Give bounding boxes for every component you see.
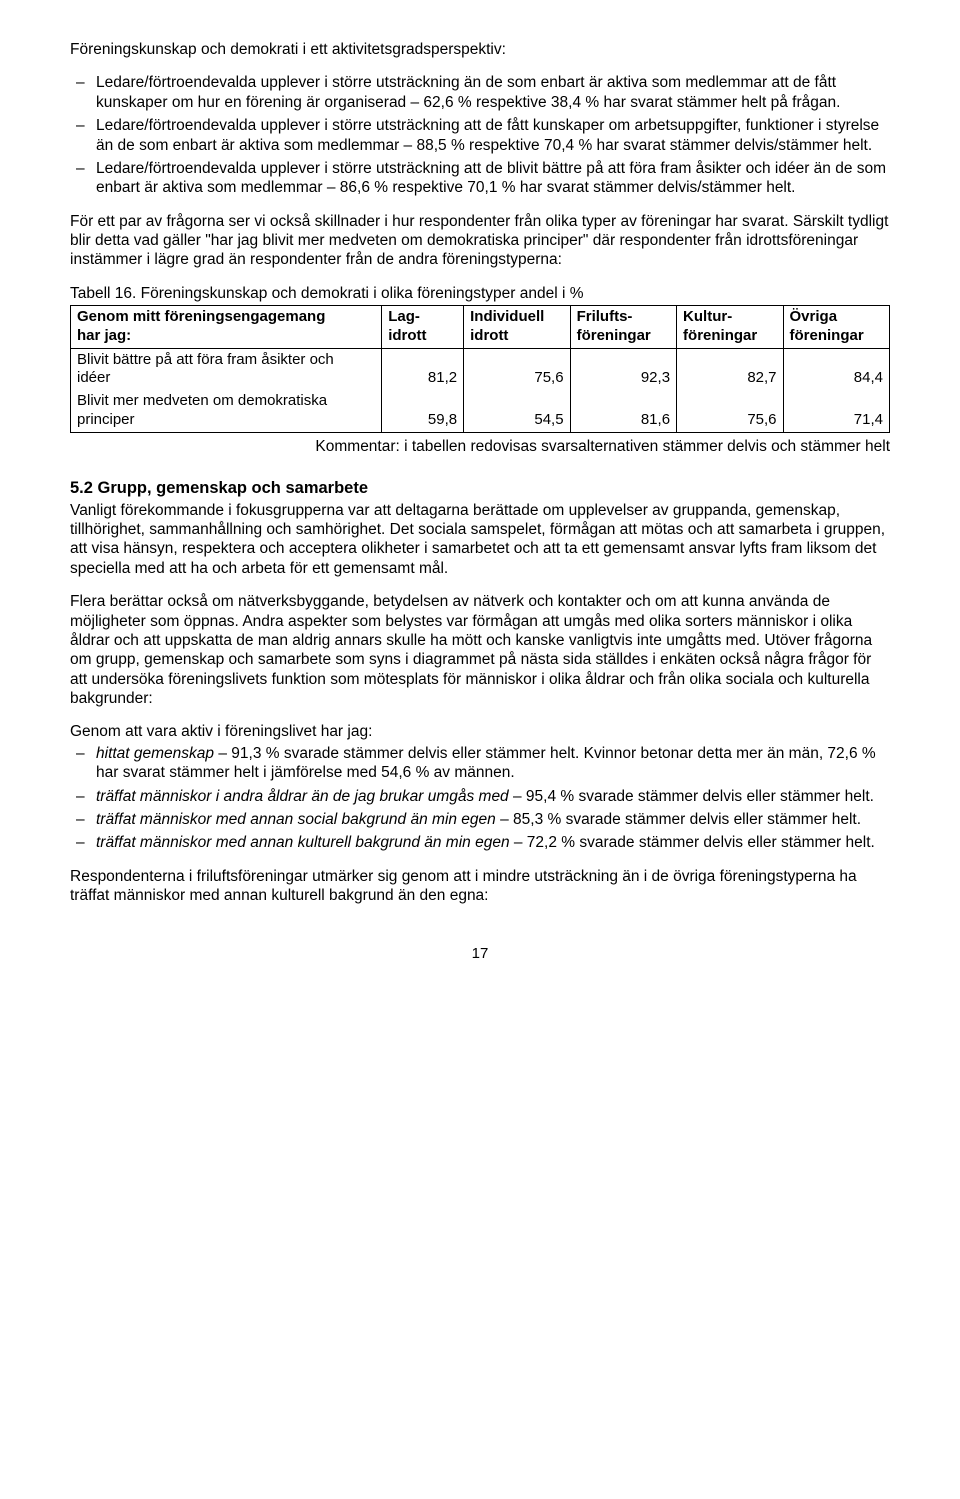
data-table: Genom mitt föreningsengagemang har jag: … xyxy=(70,305,890,433)
row-label-line1: Blivit bättre på att föra fram åsikter o… xyxy=(77,351,334,368)
row-label: Blivit mer medveten om demokratiska prin… xyxy=(71,390,382,432)
bullet-rest: – 95,4 % svarade stämmer delvis eller st… xyxy=(509,788,874,805)
list-item: Ledare/förtroendevalda upplever i större… xyxy=(70,116,890,155)
cell-value: 82,7 xyxy=(677,348,783,390)
cell-value: 92,3 xyxy=(570,348,676,390)
bullet-rest: – 85,3 % svarade stämmer delvis eller st… xyxy=(496,811,861,828)
table-header-row: Genom mitt föreningsengagemang har jag: … xyxy=(71,306,890,349)
intro-bullet-list: Ledare/förtroendevalda upplever i större… xyxy=(70,73,890,197)
list-item: Ledare/förtroendevalda upplever i större… xyxy=(70,159,890,198)
bullet-text: Ledare/förtroendevalda upplever i större… xyxy=(96,117,879,153)
paragraph: För ett par av frågorna ser vi också ski… xyxy=(70,212,890,270)
header-line2: föreningar xyxy=(683,327,757,344)
row-label-line1: Blivit mer medveten om demokratiska xyxy=(77,392,327,409)
cell-value: 81,6 xyxy=(570,390,676,432)
bullet-emphasis: träffat människor i andra åldrar än de j… xyxy=(96,788,509,805)
list-item: träffat människor med annan kulturell ba… xyxy=(70,833,890,852)
bullet-emphasis: hittat gemenskap xyxy=(96,745,214,762)
col-header-lagidrott: Lag- idrott xyxy=(382,306,464,349)
list-item: hittat gemenskap – 91,3 % svarade stämme… xyxy=(70,744,890,783)
intro-text: Föreningskunskap och demokrati i ett akt… xyxy=(70,40,890,59)
cell-value: 59,8 xyxy=(382,390,464,432)
header-line1: Individuell xyxy=(470,308,544,325)
section-bullet-list: hittat gemenskap – 91,3 % svarade stämme… xyxy=(70,744,890,853)
header-line2: idrott xyxy=(470,327,508,344)
bullet-text: Ledare/förtroendevalda upplever i större… xyxy=(96,74,840,110)
header-line1: Genom mitt föreningsengagemang xyxy=(77,308,325,325)
header-line2: har jag: xyxy=(77,327,131,344)
table-row: Blivit bättre på att föra fram åsikter o… xyxy=(71,348,890,390)
list-item: träffat människor med annan social bakgr… xyxy=(70,810,890,829)
table-comment: Kommentar: i tabellen redovisas svarsalt… xyxy=(70,437,890,456)
table-row: Blivit mer medveten om demokratiska prin… xyxy=(71,390,890,432)
col-header-ovriga: Övriga föreningar xyxy=(783,306,889,349)
list-item: Ledare/förtroendevalda upplever i större… xyxy=(70,73,890,112)
table-caption: Tabell 16. Föreningskunskap och demokrat… xyxy=(70,284,890,303)
cell-value: 75,6 xyxy=(464,348,570,390)
row-label-line2: principer xyxy=(77,411,135,428)
row-label: Blivit bättre på att föra fram åsikter o… xyxy=(71,348,382,390)
bullet-emphasis: träffat människor med annan kulturell ba… xyxy=(96,834,510,851)
col-header-engagement: Genom mitt föreningsengagemang har jag: xyxy=(71,306,382,349)
col-header-frilufts: Frilufts- föreningar xyxy=(570,306,676,349)
cell-value: 71,4 xyxy=(783,390,889,432)
paragraph: Vanligt förekommande i fokusgrupperna va… xyxy=(70,501,890,579)
header-line1: Övriga xyxy=(790,308,838,325)
page-number: 17 xyxy=(70,945,890,964)
row-label-line2: idéer xyxy=(77,369,110,386)
paragraph: Respondenterna i friluftsföreningar utmä… xyxy=(70,867,890,906)
list-item: träffat människor i andra åldrar än de j… xyxy=(70,787,890,806)
cell-value: 54,5 xyxy=(464,390,570,432)
header-line2: föreningar xyxy=(790,327,864,344)
col-header-individuell: Individuell idrott xyxy=(464,306,570,349)
header-line1: Lag- xyxy=(388,308,420,325)
list-intro: Genom att vara aktiv i föreningslivet ha… xyxy=(70,722,890,741)
header-line1: Frilufts- xyxy=(577,308,633,325)
bullet-rest: – 72,2 % svarade stämmer delvis eller st… xyxy=(510,834,875,851)
col-header-kultur: Kultur- föreningar xyxy=(677,306,783,349)
header-line1: Kultur- xyxy=(683,308,732,325)
section-heading: 5.2 Grupp, gemenskap och samarbete xyxy=(70,478,890,499)
cell-value: 81,2 xyxy=(382,348,464,390)
cell-value: 75,6 xyxy=(677,390,783,432)
paragraph: Flera berättar också om nätverksbyggande… xyxy=(70,592,890,708)
header-line2: idrott xyxy=(388,327,426,344)
header-line2: föreningar xyxy=(577,327,651,344)
document-page: Föreningskunskap och demokrati i ett akt… xyxy=(0,0,960,1004)
bullet-emphasis: träffat människor med annan social bakgr… xyxy=(96,811,496,828)
cell-value: 84,4 xyxy=(783,348,889,390)
bullet-text: Ledare/förtroendevalda upplever i större… xyxy=(96,160,886,196)
